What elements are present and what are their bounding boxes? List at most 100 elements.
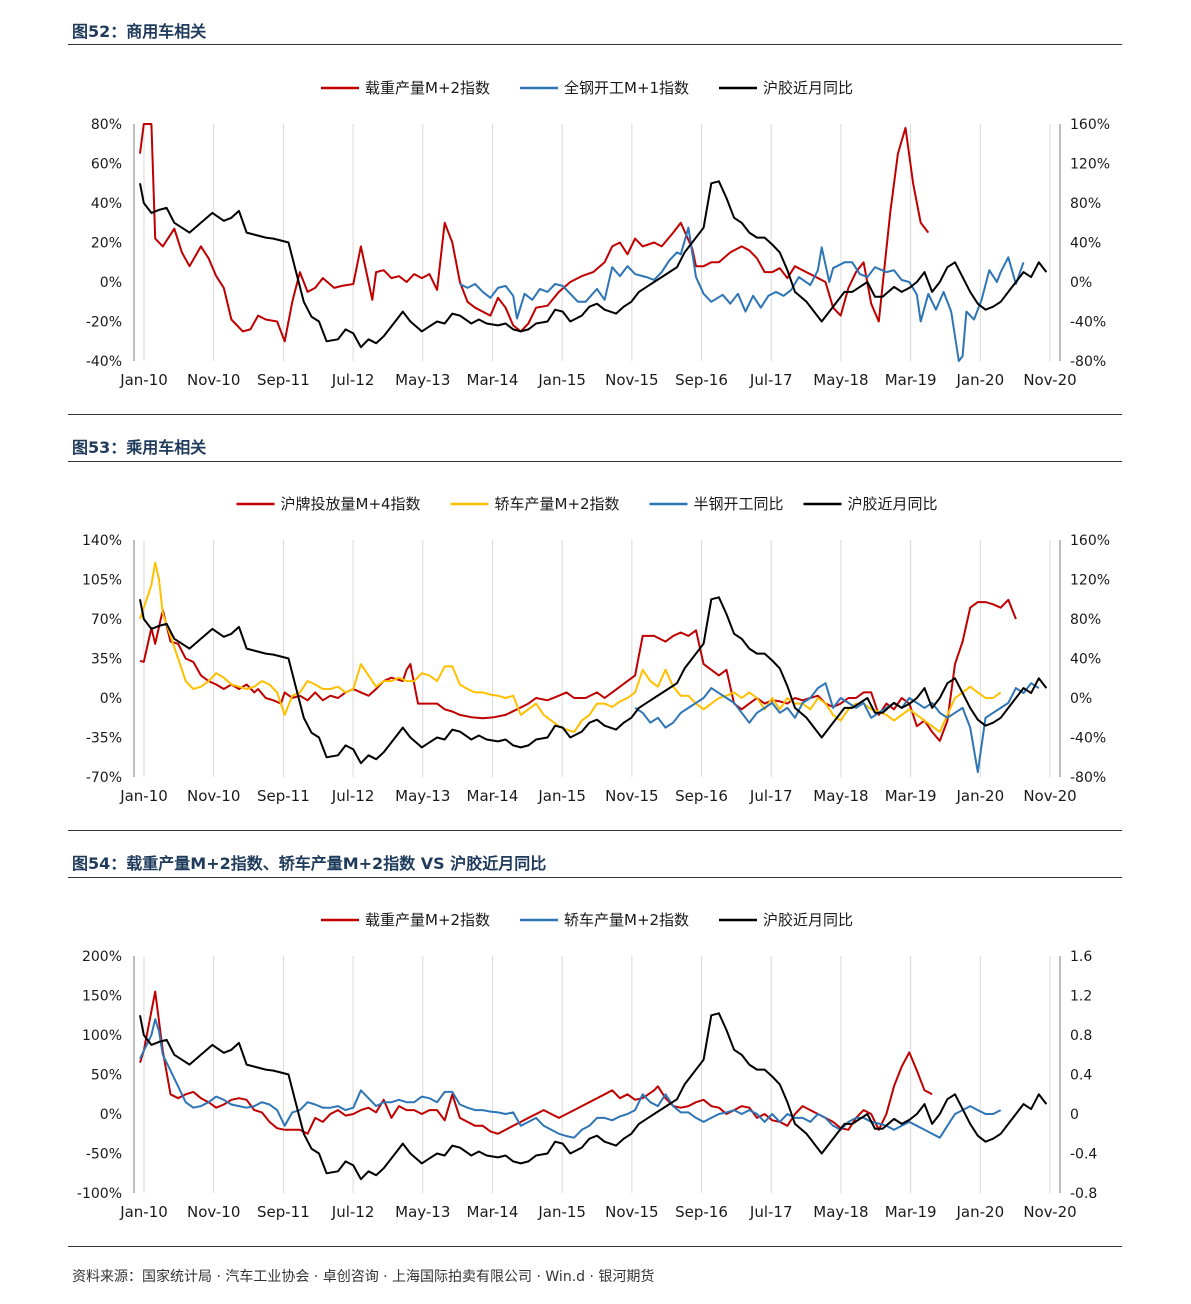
x-tick-label: Mar-14 (467, 371, 519, 389)
x-tick-label: Nov-15 (605, 371, 658, 389)
left-y-tick-label: 0% (100, 1107, 122, 1123)
gridlines (143, 124, 1051, 361)
right-y-tick-label: 0.4 (1070, 1068, 1092, 1084)
x-tick-label: Nov-20 (1023, 371, 1076, 389)
figure-52-title: 图52：商用车相关 (72, 22, 207, 41)
right-y-tick-label: 0 (1070, 1107, 1079, 1123)
series-line (139, 598, 1017, 742)
gridlines (143, 540, 1051, 777)
x-tick-label: May-18 (813, 787, 868, 805)
x-tick-label: Nov-15 (605, 1203, 658, 1221)
right-y-tick-label: -80% (1070, 770, 1106, 786)
x-tick-label: Jul-17 (749, 371, 793, 389)
figure-54-title: 图54：载重产量M+2指数、轿车产量M+2指数 VS 沪胶近月同比 (72, 854, 547, 873)
figure-53-chart: 140% 105% 70% 35% 0% -35% -70% 160% 120% 80% 40% 0%… (82, 495, 1110, 805)
left-y-tick-label: -50% (86, 1147, 122, 1163)
x-tick-label: Jan-10 (119, 1203, 168, 1221)
right-y-tick-label: 0.8 (1070, 1028, 1092, 1044)
right-y-tick-label: 40% (1070, 236, 1101, 252)
legend-label: 沪胶近月同比 (848, 495, 938, 513)
legend-label: 轿车产量M+2指数 (564, 911, 689, 929)
legend: 载重产量M+2指数 轿车产量M+2指数 沪胶近月同比 (321, 911, 853, 929)
right-y-tick-label: 120% (1070, 573, 1110, 589)
series-line (459, 226, 1025, 362)
series-line (139, 596, 1048, 765)
x-tick-label: Nov-20 (1023, 1203, 1076, 1221)
legend-label: 载重产量M+2指数 (365, 911, 490, 929)
x-tick-label: May-13 (395, 371, 450, 389)
x-tick-label: Sep-16 (675, 1203, 728, 1221)
x-tick-label: Sep-11 (257, 371, 310, 389)
legend-label: 载重产量M+2指数 (365, 79, 490, 97)
left-y-tick-label: -70% (86, 770, 122, 786)
right-y-tick-label: -40% (1070, 315, 1106, 331)
legend-label: 轿车产量M+2指数 (495, 495, 620, 513)
right-y-tick-label: 0% (1070, 275, 1092, 291)
x-tick-label: Jan-10 (119, 787, 168, 805)
x-tick-label: May-18 (813, 1203, 868, 1221)
right-y-tick-label: -0.4 (1070, 1147, 1097, 1163)
right-y-tick-label: -0.8 (1070, 1186, 1097, 1202)
left-y-tick-label: -35% (86, 731, 122, 747)
series-line (139, 990, 933, 1135)
x-tick-label: Mar-19 (885, 371, 937, 389)
x-tick-label: Jan-15 (537, 787, 586, 805)
x-tick-label: Jan-20 (955, 371, 1004, 389)
x-tick-label: Sep-16 (675, 787, 728, 805)
figure-54-bottom-rule (68, 1246, 1122, 1247)
left-y-tick-label: 140% (82, 533, 122, 549)
left-y-tick-label: 40% (91, 196, 122, 212)
right-y-tick-label: 80% (1070, 612, 1101, 628)
left-y-tick-label: 80% (91, 117, 122, 133)
x-tick-label: Sep-11 (257, 787, 310, 805)
x-tick-label: Jul-12 (331, 1203, 375, 1221)
source-note: 资料来源：国家统计局 · 汽车工业协会 · 卓创咨询 · 上海国际拍卖有限公司 … (72, 1269, 655, 1285)
left-y-tick-label: 50% (91, 1068, 122, 1084)
right-y-tick-label: 80% (1070, 196, 1101, 212)
x-tick-label: Jan-10 (119, 371, 168, 389)
right-y-tick-label: 40% (1070, 652, 1101, 668)
right-y-tick-label: -80% (1070, 354, 1106, 370)
x-tick-label: Mar-14 (467, 1203, 519, 1221)
x-tick-label: Jul-12 (331, 787, 375, 805)
left-y-tick-label: 100% (82, 1028, 122, 1044)
series-group (139, 990, 1048, 1181)
legend-label: 沪胶近月同比 (763, 911, 853, 929)
right-y-tick-label: 120% (1070, 157, 1110, 173)
series-line (634, 682, 1040, 774)
legend-label: 沪牌投放量M+4指数 (281, 495, 421, 513)
figure-52-bottom-rule (68, 414, 1122, 415)
right-y-tick-label: -40% (1070, 731, 1106, 747)
legend-label: 半钢开工同比 (694, 495, 784, 513)
legend: 载重产量M+2指数 全钢开工M+1指数 沪胶近月同比 (321, 79, 853, 97)
series-line (139, 1018, 1002, 1139)
left-y-tick-label: 70% (91, 612, 122, 628)
left-y-tick-label: -20% (86, 315, 122, 331)
x-tick-label: Mar-19 (885, 1203, 937, 1221)
left-y-tick-label: -40% (86, 354, 122, 370)
x-tick-label: Sep-11 (257, 1203, 310, 1221)
x-tick-label: Nov-10 (187, 787, 240, 805)
x-tick-label: Nov-15 (605, 787, 658, 805)
x-tick-label: Sep-16 (675, 371, 728, 389)
left-y-tick-label: 20% (91, 236, 122, 252)
figure-52-chart: 80% 60% 40% 20% 0% -20% -40% 160% 120% 80% 40% 0% -4… (86, 79, 1110, 389)
left-y-tick-label: 0% (100, 275, 122, 291)
x-tick-label: Jul-17 (749, 787, 793, 805)
legend-label: 沪胶近月同比 (763, 79, 853, 97)
x-tick-label: Jan-20 (955, 1203, 1004, 1221)
series-group (139, 123, 1048, 362)
series-line (139, 1012, 1048, 1181)
x-tick-label: Mar-19 (885, 787, 937, 805)
left-y-tick-label: 105% (82, 573, 122, 589)
left-y-tick-label: 0% (100, 691, 122, 707)
x-tick-label: Jul-17 (749, 1203, 793, 1221)
right-y-tick-label: 160% (1070, 117, 1110, 133)
figure-54-top-rule (68, 877, 1122, 878)
x-tick-label: May-13 (395, 787, 450, 805)
series-group (139, 561, 1048, 774)
left-y-tick-label: 60% (91, 157, 122, 173)
left-y-tick-label: 200% (82, 949, 122, 965)
left-y-tick-label: 150% (82, 989, 122, 1005)
figure-54-chart: 200% 150% 100% 50% 0% -50% -100% 1.6 1.2 0.8 0.4 0 -… (77, 911, 1097, 1221)
